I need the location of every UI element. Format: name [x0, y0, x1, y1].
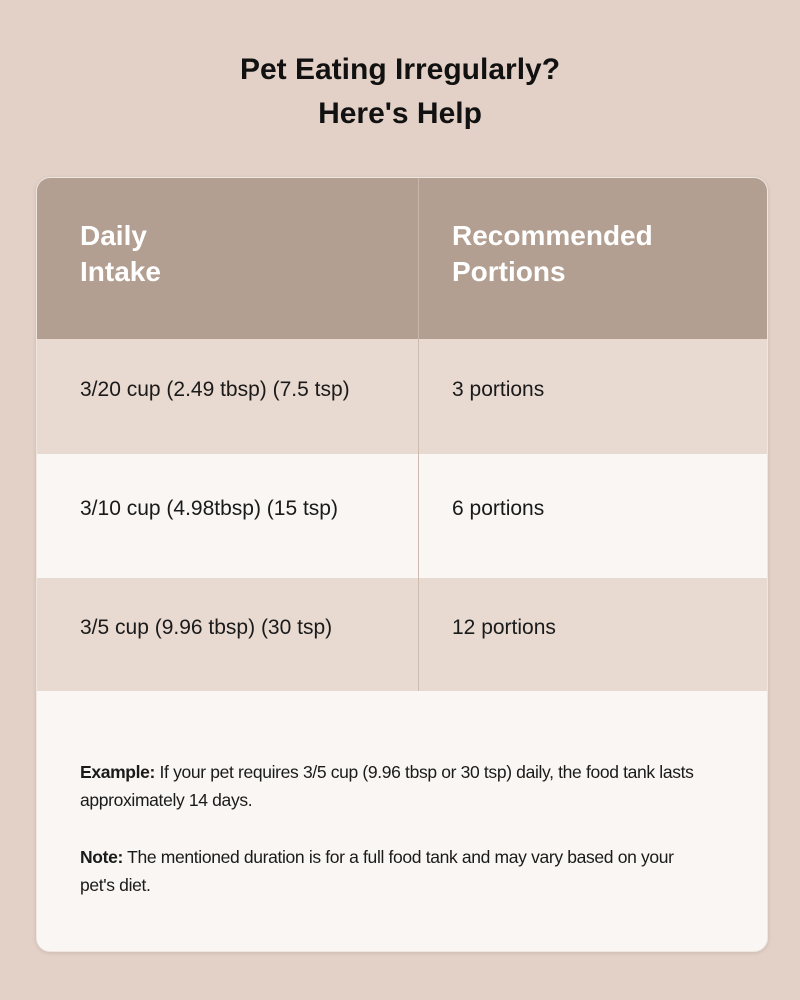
header-text: Portions [452, 255, 566, 287]
header-daily-intake: Daily Intake [37, 178, 419, 339]
example-note: Example: If your pet requires 3/5 cup (9… [80, 758, 710, 814]
table-row: 3/10 cup (4.98tbsp) (15 tsp) 6 portions [37, 454, 767, 578]
portion-table-card: Daily Intake Recommended Portions 3/20 cup… [36, 177, 768, 952]
portions-cell: 6 portions [452, 497, 545, 520]
portions-cell: 3 portions [452, 377, 545, 401]
intake-cell: 3/10 cup (4.98tbsp) (15 tsp) [37, 454, 419, 578]
example-text: If your pet requires 3/5 cup (9.96 tbsp … [80, 762, 694, 810]
table-row: 3/20 cup (2.49 tbsp) (7.5 tsp) 3 portion… [37, 339, 767, 454]
intake-cell: 3/20 cup (2.49 tbsp) (7.5 tsp) [37, 339, 419, 454]
title-line-2: Here's Help [318, 97, 482, 130]
table-row: 3/5 cup (9.96 tbsp) (30 tsp) 12 portions [37, 578, 767, 691]
header-recommended-portions: Recommended Portions [419, 178, 767, 339]
table-header-row: Daily Intake Recommended Portions [37, 178, 767, 339]
header-text: Daily [80, 219, 147, 251]
note-label: Note: [80, 847, 123, 867]
page-title: Pet Eating Irregularly? Here's Help [0, 48, 800, 136]
example-label: Example: [80, 762, 156, 782]
notes-section: Example: If your pet requires 3/5 cup (9… [80, 758, 710, 928]
note: Note: The mentioned duration is for a fu… [80, 843, 710, 899]
intake-cell: 3/5 cup (9.96 tbsp) (30 tsp) [37, 578, 419, 691]
portions-cell: 12 portions [452, 615, 556, 639]
note-text: The mentioned duration is for a full foo… [80, 847, 674, 895]
header-text: Intake [80, 255, 161, 287]
title-line-1: Pet Eating Irregularly? [239, 53, 561, 86]
header-text: Recommended [452, 219, 653, 251]
